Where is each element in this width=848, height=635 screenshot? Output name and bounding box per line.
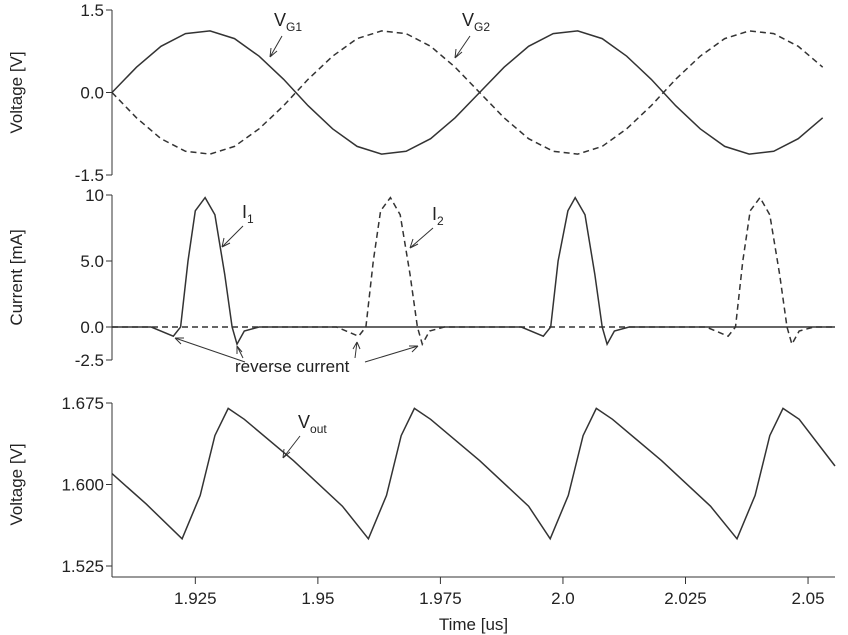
y-tick-label: 10	[85, 186, 104, 205]
x-tick-label: 1.95	[301, 589, 334, 608]
arrow	[269, 35, 283, 58]
y-tick-label: -2.5	[75, 351, 104, 370]
annotation: VG2	[462, 10, 490, 34]
x-tick-label: 2.0	[551, 589, 575, 608]
x-axis-label: Time [us]	[439, 615, 508, 634]
y-tick-label: 5.0	[80, 252, 104, 271]
y-tick-label: 0.0	[80, 318, 104, 337]
annotation: reverse current	[235, 357, 350, 376]
series-line	[112, 196, 835, 347]
x-tick-label: 2.025	[664, 589, 707, 608]
series-line	[111, 407, 836, 541]
y-axis-label: Voltage [V]	[7, 51, 26, 133]
annotation-arrows	[174, 35, 471, 459]
x-tick-label: 2.05	[791, 589, 824, 608]
y-tick-label: 1.600	[61, 476, 104, 495]
arrow	[221, 225, 244, 248]
y-tick-label: 1.675	[61, 394, 104, 413]
x-tick-label: 1.975	[419, 589, 462, 608]
arrow	[174, 337, 246, 363]
annotation: VG1	[274, 10, 302, 34]
y-axis-label: Current [mA]	[7, 229, 26, 325]
annotation: I1	[242, 202, 254, 226]
arrow	[236, 345, 244, 359]
x-tick-label: 1.925	[174, 589, 217, 608]
arrow	[364, 345, 419, 363]
y-tick-label: 0.0	[80, 84, 104, 103]
y-axis-label: Voltage [V]	[7, 443, 26, 525]
arrow	[352, 341, 361, 359]
series-line	[112, 196, 835, 347]
arrow	[409, 227, 434, 249]
arrow	[454, 35, 471, 59]
series-line	[111, 30, 824, 155]
y-tick-label: 1.525	[61, 557, 104, 576]
annotation: I2	[432, 204, 444, 228]
series-line	[111, 30, 824, 155]
y-tick-label: 1.5	[80, 1, 104, 20]
annotation: Vout	[298, 412, 327, 436]
y-tick-label: -1.5	[75, 166, 104, 185]
